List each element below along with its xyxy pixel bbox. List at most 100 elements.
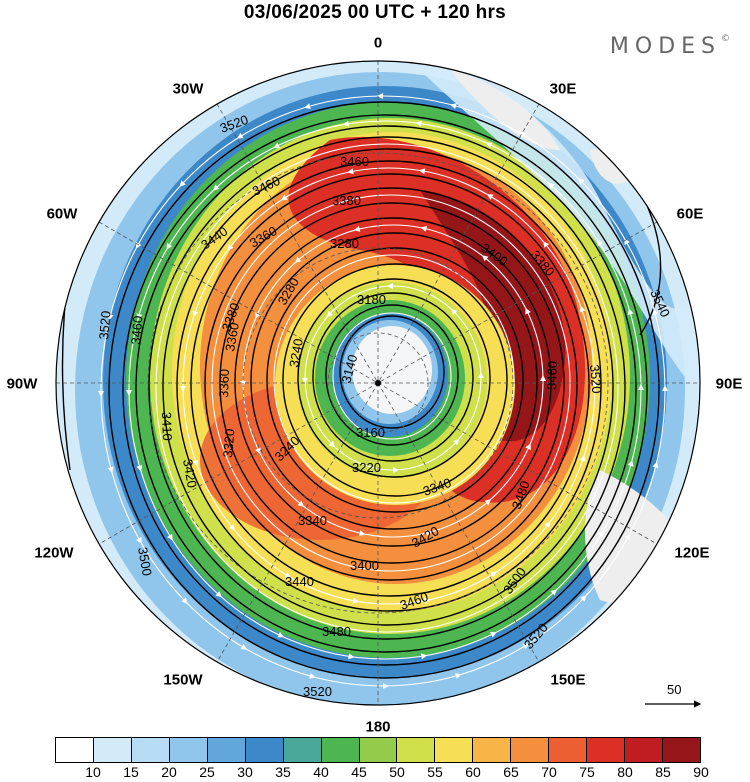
legend-swatch bbox=[511, 738, 550, 762]
wind-arrowhead bbox=[550, 589, 558, 596]
legend-swatch bbox=[473, 738, 512, 762]
legend-value: 55 bbox=[427, 764, 443, 780]
legend-value: 90 bbox=[693, 764, 709, 780]
wind-arrowhead bbox=[228, 524, 235, 531]
wind-arrowhead bbox=[352, 597, 360, 604]
legend-swatch bbox=[663, 738, 700, 762]
wind-arrowhead bbox=[284, 572, 292, 578]
lon-label-150w: 150W bbox=[163, 671, 203, 689]
wind-arrowhead bbox=[486, 194, 494, 200]
wind-arrowhead bbox=[580, 595, 587, 602]
legend-labels: 10 15 20 25 30 35 40 45 50 55 60 65 70 75 80 85 90 bbox=[55, 764, 709, 782]
legend-value: 30 bbox=[237, 764, 253, 780]
wind-arrowhead bbox=[543, 241, 550, 248]
contour-label: 3240 bbox=[286, 337, 306, 368]
wind-arrowhead bbox=[652, 461, 659, 469]
wind-arrowhead bbox=[490, 631, 497, 638]
wind-arrowhead bbox=[478, 372, 484, 378]
wind-arrowhead bbox=[347, 168, 354, 175]
wind-arrowhead bbox=[579, 305, 586, 313]
wind-arrowhead bbox=[166, 243, 173, 250]
wind-arrowhead bbox=[126, 390, 132, 396]
wind-arrowhead bbox=[180, 386, 186, 392]
legend-value: 60 bbox=[465, 764, 481, 780]
lon-label-90e: 90E bbox=[715, 375, 743, 393]
wind-arrowhead bbox=[309, 673, 316, 679]
wind-arrowhead bbox=[652, 308, 659, 316]
contour-label: 3460 bbox=[128, 315, 145, 345]
wind-arrowhead bbox=[383, 683, 389, 689]
wind-arrowhead bbox=[240, 643, 248, 650]
wind-arrowhead bbox=[418, 168, 426, 175]
wind-arrowhead bbox=[638, 384, 644, 390]
wind-arrowhead bbox=[377, 93, 383, 99]
legend-value: 10 bbox=[85, 764, 101, 780]
legend-value: 45 bbox=[351, 764, 367, 780]
wind-arrowhead bbox=[425, 530, 433, 537]
contour-label: 3400 bbox=[350, 558, 379, 573]
wind-arrowhead bbox=[297, 500, 305, 507]
color-legend bbox=[55, 737, 701, 763]
wind-arrowhead bbox=[353, 225, 361, 232]
wind-arrowhead bbox=[181, 597, 188, 604]
legend-swatch bbox=[131, 738, 170, 762]
lon-label-30e: 30E bbox=[549, 80, 577, 98]
wind-arrowhead bbox=[167, 533, 173, 541]
contour-label: 3160 bbox=[356, 425, 385, 440]
wind-arrowhead bbox=[387, 283, 393, 289]
contour-label: 3140 bbox=[338, 353, 360, 385]
wind-arrowhead bbox=[328, 441, 335, 448]
wind-arrowhead bbox=[358, 530, 366, 537]
contour-label: 3480 bbox=[322, 624, 351, 639]
wind-arrowhead bbox=[424, 597, 431, 604]
wind-arrowhead bbox=[192, 310, 199, 318]
wind-arrowhead bbox=[481, 255, 489, 262]
wind-arrowhead bbox=[662, 385, 668, 391]
wind-arrowhead bbox=[578, 178, 585, 185]
legend-value: 40 bbox=[313, 764, 329, 780]
wind-arrowhead bbox=[420, 225, 428, 232]
wind-arrowhead bbox=[490, 571, 498, 578]
wind-arrowhead bbox=[451, 308, 458, 315]
wind-arrowhead bbox=[455, 673, 462, 679]
wind-arrowhead bbox=[107, 313, 114, 321]
legend-value: 25 bbox=[199, 764, 215, 780]
wind-arrowhead bbox=[212, 184, 220, 191]
wind-arrowhead bbox=[525, 443, 531, 450]
wind-arrowhead bbox=[294, 256, 302, 263]
wind-arrowhead bbox=[179, 180, 186, 187]
wind-arrowhead bbox=[518, 132, 526, 139]
legend-value: 85 bbox=[655, 764, 671, 780]
legend-swatch bbox=[93, 738, 132, 762]
contour-label: 3180 bbox=[357, 292, 386, 307]
contour-label: 3420 bbox=[180, 458, 200, 489]
legend-swatch bbox=[587, 738, 626, 762]
lon-label-120e: 120E bbox=[674, 544, 710, 562]
wind-arrowhead bbox=[415, 120, 422, 127]
wind-arrowhead bbox=[525, 307, 531, 315]
lon-label-90w: 90W bbox=[6, 375, 38, 393]
legend-value: 75 bbox=[579, 764, 595, 780]
lon-label-180: 180 bbox=[365, 718, 391, 736]
contour-label: 3340 bbox=[298, 513, 327, 528]
lon-label-150e: 150E bbox=[550, 671, 586, 689]
legend-swatch bbox=[321, 738, 360, 762]
contour-label: 3220 bbox=[352, 460, 381, 475]
lon-label-120w: 120W bbox=[34, 544, 74, 562]
wind-arrowhead bbox=[342, 120, 350, 127]
wind-arrowhead bbox=[540, 375, 546, 381]
wind-arrowhead bbox=[98, 391, 104, 397]
legend-swatch bbox=[359, 738, 398, 762]
legend-swatch bbox=[435, 738, 474, 762]
wind-arrowhead bbox=[280, 194, 288, 201]
wind-arrowhead bbox=[393, 467, 399, 473]
wind-arrows bbox=[98, 93, 668, 689]
contour-label: 3360 bbox=[216, 369, 232, 398]
contour-label: 3280 bbox=[330, 236, 359, 251]
wind-arrowhead bbox=[326, 310, 333, 318]
legend-value: 35 bbox=[275, 764, 291, 780]
contour-label: 3320 bbox=[220, 428, 237, 458]
contour-label: 3360 bbox=[222, 321, 242, 352]
wind-arrowhead bbox=[227, 244, 234, 251]
